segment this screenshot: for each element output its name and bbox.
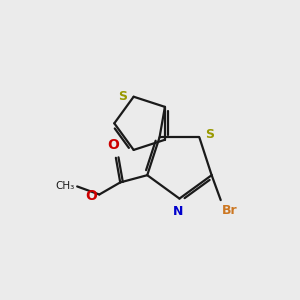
Text: O: O [108,139,119,152]
Text: O: O [85,189,97,203]
Text: S: S [118,90,127,103]
Text: CH₃: CH₃ [55,182,74,191]
Text: Br: Br [222,204,238,217]
Text: S: S [205,128,214,142]
Text: N: N [173,205,183,218]
